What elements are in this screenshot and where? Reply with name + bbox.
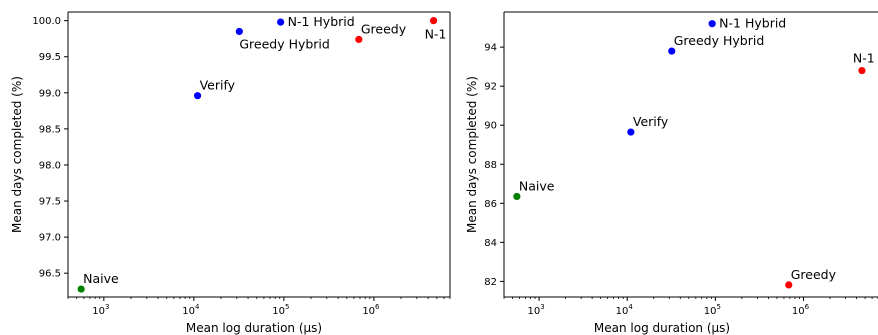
y-axis-label: Mean days completed (%) (465, 76, 479, 233)
x-tick-label: 104 (182, 303, 200, 317)
point-label: N-1 Hybrid (719, 16, 786, 31)
point-label: N-1 Hybrid (288, 14, 355, 29)
point-label: Verify (200, 78, 236, 93)
y-tick-label: 99.5 (39, 52, 61, 63)
data-point-naive (77, 285, 85, 293)
y-tick-label: 94 (484, 43, 497, 54)
x-tick-label: 106 (362, 303, 380, 317)
data-point-n-1 (858, 66, 866, 75)
x-tick-label: 105 (272, 303, 289, 317)
y-tick-label: 88 (484, 160, 497, 171)
y-tick-label: 99.0 (39, 88, 61, 99)
y-tick-label: 92 (484, 82, 497, 93)
y-tick-label: 98.0 (39, 160, 61, 171)
point-label: Greedy Hybrid (674, 33, 765, 48)
data-point-naive (513, 192, 521, 201)
data-point-n-1-hybrid (708, 20, 716, 28)
x-axis-label: Mean log duration (μs) (594, 321, 730, 335)
x-tick-label: 106 (792, 303, 810, 317)
y-tick-label: 82 (484, 277, 497, 288)
x-tick-label: 105 (704, 303, 721, 317)
y-tick-label: 97.0 (39, 233, 61, 244)
data-point-verify (627, 128, 635, 136)
x-tick-label: 103 (92, 303, 109, 317)
y-tick-label: 86 (484, 199, 497, 210)
x-tick-label: 103 (527, 303, 544, 317)
y-tick-label: 96.5 (39, 269, 61, 280)
point-label: Greedy Hybrid (239, 36, 330, 51)
y-axis-label: Mean days completed (%) (10, 76, 24, 233)
x-axis-label: Mean log duration (μs) (186, 321, 322, 335)
y-tick-label: 84 (484, 238, 497, 249)
point-label: N-1 (425, 27, 447, 42)
data-point-greedy (785, 281, 793, 289)
point-label: N-1 (853, 51, 875, 66)
point-label: Naive (519, 178, 555, 193)
x-tick-label: 104 (616, 303, 634, 317)
data-point-n-1-hybrid (277, 18, 285, 26)
chart-2: 82 84 86 88 90 92 94 103 104 105 106 Mean log durat… (465, 11, 878, 335)
y-tick-label: 97.5 (39, 197, 61, 208)
y-tick-label: 98.5 (39, 124, 61, 135)
point-label: Greedy (361, 21, 407, 36)
data-point-verify (193, 92, 202, 100)
point-label: Greedy (791, 267, 837, 282)
data-point-greedy (355, 35, 363, 44)
y-tick-label: 90 (484, 121, 497, 132)
point-label: Naive (83, 271, 119, 286)
chart-1: 96.5 97.0 97.5 98.0 98.5 99.0 99.5 100.0 103 104 1… (10, 11, 451, 335)
y-tick-label: 100.0 (32, 16, 61, 27)
data-point-greedy-hybrid (235, 27, 243, 36)
data-point-n-1 (429, 17, 438, 25)
point-label: Verify (633, 114, 669, 129)
data-point-greedy-hybrid (668, 47, 676, 55)
